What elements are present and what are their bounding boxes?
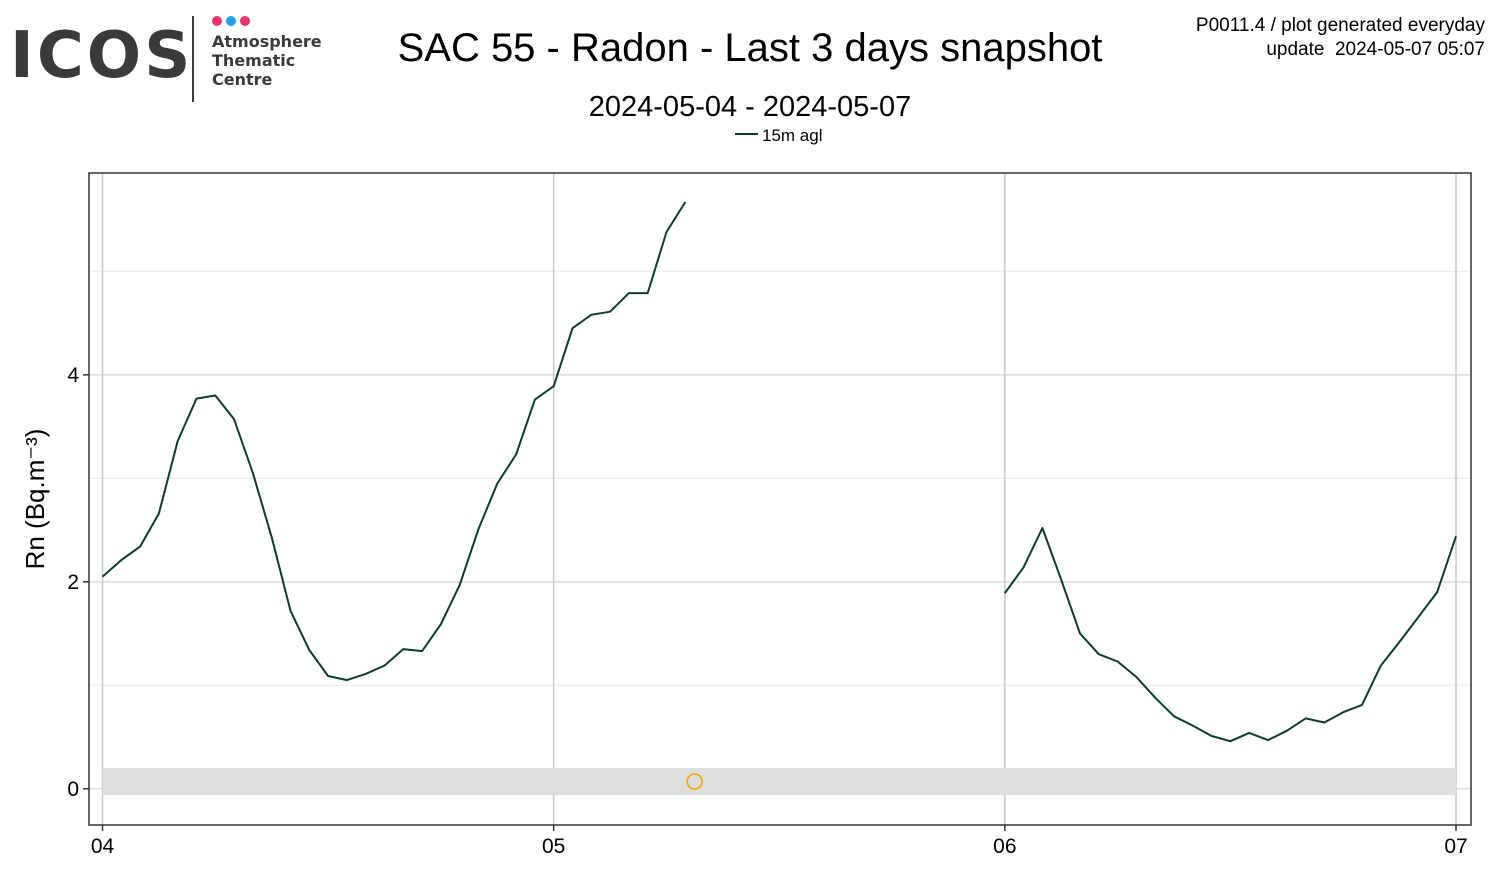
logo-dots [212, 16, 252, 26]
logo-line-3: Centre [212, 70, 273, 89]
plot-meta-line-1: P0011.4 / plot generated everyday [1195, 15, 1485, 36]
zero-band [102, 768, 1456, 795]
y-tick-label: 4 [67, 364, 79, 387]
x-tick-label: 05 [542, 835, 565, 858]
y-tick-label: 2 [67, 571, 79, 594]
logo-dot-3 [240, 16, 250, 26]
plot-meta-line-2: update 2024-05-07 05:07 [1266, 39, 1485, 60]
x-tick-label: 06 [993, 835, 1016, 858]
logo-dot-2 [226, 16, 236, 26]
chart-title: SAC 55 - Radon - Last 3 days snapshot [397, 26, 1103, 70]
legend-label: 15m agl [762, 126, 822, 145]
x-tick-label: 07 [1444, 835, 1467, 858]
logo-line-2: Thematic [212, 51, 296, 70]
plot-panel [89, 173, 1471, 825]
x-tick-label: 04 [91, 835, 115, 858]
series-line-segment-1 [101, 201, 687, 682]
plot-meta: P0011.4 / plot generated everyday update … [1196, 14, 1485, 62]
logo-divider [192, 16, 194, 102]
icos-logo: ICOS Atmosphere Thematic Centre [10, 14, 330, 106]
plot-border [88, 172, 1472, 826]
logo-line-1: Atmosphere [212, 32, 322, 51]
series-line-segment-2 [1003, 527, 1457, 743]
logo-dot-1 [212, 16, 222, 26]
y-axis-label: Rn (Bq.m⁻³) [20, 429, 50, 570]
y-tick-label: 0 [67, 778, 79, 801]
logo-wordmark: ICOS [10, 19, 194, 93]
gap-marker [686, 773, 703, 790]
chart-subtitle: 2024-05-04 - 2024-05-07 [588, 91, 912, 123]
